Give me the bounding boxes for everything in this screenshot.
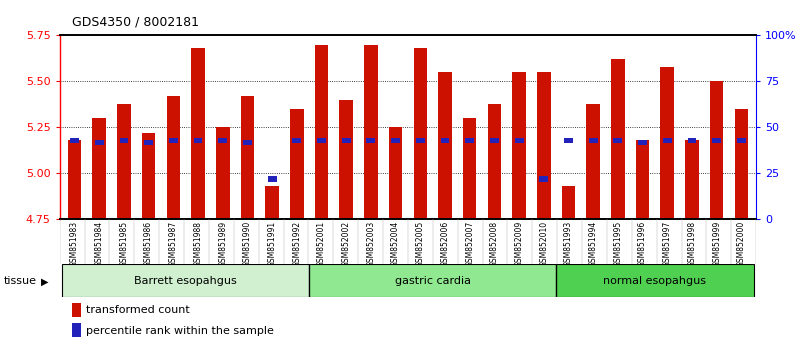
FancyBboxPatch shape: [556, 264, 754, 297]
Bar: [314, 45, 328, 219]
Bar: [440, 138, 450, 143]
Bar: [339, 100, 353, 219]
Bar: [661, 67, 674, 219]
Bar: [611, 59, 625, 219]
Bar: [416, 138, 425, 143]
Text: percentile rank within the sample: percentile rank within the sample: [86, 326, 274, 336]
Bar: [290, 109, 303, 219]
Bar: [193, 138, 202, 143]
Bar: [663, 138, 672, 143]
Bar: [735, 109, 748, 219]
Bar: [589, 138, 598, 143]
Bar: [218, 138, 227, 143]
Bar: [490, 138, 499, 143]
Bar: [119, 138, 128, 143]
Bar: [712, 138, 721, 143]
Text: gastric cardia: gastric cardia: [395, 275, 470, 286]
Bar: [413, 48, 427, 219]
Bar: [537, 72, 551, 219]
Text: ▶: ▶: [41, 276, 49, 286]
Bar: [265, 186, 279, 219]
Bar: [68, 140, 81, 219]
Bar: [587, 103, 600, 219]
Bar: [513, 72, 526, 219]
Bar: [638, 139, 647, 145]
Bar: [117, 103, 131, 219]
Bar: [144, 139, 153, 145]
Text: GDS4350 / 8002181: GDS4350 / 8002181: [72, 16, 199, 29]
Bar: [216, 127, 229, 219]
Text: tissue: tissue: [4, 276, 37, 286]
Bar: [439, 72, 452, 219]
FancyBboxPatch shape: [309, 264, 556, 297]
Bar: [166, 96, 180, 219]
Bar: [688, 138, 696, 143]
Bar: [292, 138, 301, 143]
Bar: [341, 138, 350, 143]
Text: normal esopahgus: normal esopahgus: [603, 275, 706, 286]
Bar: [737, 138, 746, 143]
Bar: [169, 138, 178, 143]
Bar: [388, 127, 403, 219]
Bar: [564, 138, 573, 143]
Bar: [92, 118, 106, 219]
Bar: [685, 140, 699, 219]
Bar: [267, 176, 276, 182]
Bar: [562, 186, 576, 219]
Bar: [364, 45, 377, 219]
Bar: [317, 138, 326, 143]
Bar: [614, 138, 622, 143]
FancyBboxPatch shape: [62, 264, 309, 297]
Text: Barrett esopahgus: Barrett esopahgus: [135, 275, 237, 286]
Bar: [710, 81, 724, 219]
Bar: [191, 48, 205, 219]
Bar: [240, 96, 254, 219]
Bar: [463, 118, 477, 219]
Bar: [466, 138, 474, 143]
Bar: [366, 138, 376, 143]
Bar: [70, 138, 79, 143]
Bar: [142, 133, 155, 219]
Bar: [540, 176, 548, 182]
Bar: [243, 139, 252, 145]
Bar: [636, 140, 650, 219]
Bar: [391, 138, 400, 143]
Text: transformed count: transformed count: [86, 306, 189, 315]
Bar: [515, 138, 524, 143]
Bar: [95, 139, 103, 145]
Bar: [488, 103, 501, 219]
